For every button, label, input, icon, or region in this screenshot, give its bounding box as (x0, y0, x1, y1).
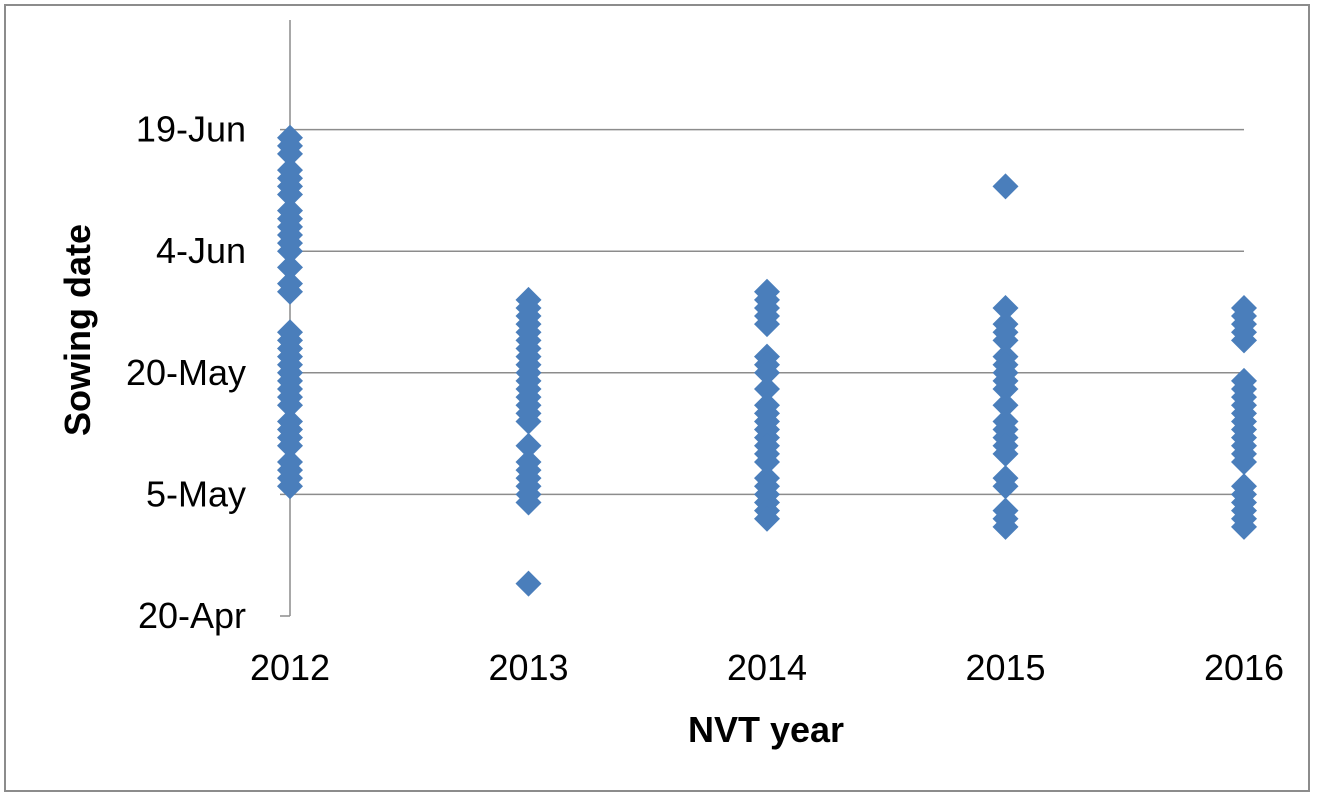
data-point (754, 359, 780, 386)
data-point (515, 570, 542, 597)
y-tick-label: 19-Jun (136, 109, 246, 150)
data-point (277, 278, 303, 305)
data-point (992, 392, 1019, 419)
data-point (992, 327, 1019, 354)
x-tick-label: 2012 (250, 647, 330, 688)
data-point (754, 448, 780, 475)
y-tick-label: 5-May (146, 473, 246, 514)
y-tick-label: 4-Jun (156, 230, 246, 271)
data-point (992, 173, 1019, 200)
data-point (1231, 513, 1257, 540)
x-tick-label: 2013 (488, 647, 568, 688)
data-point (277, 392, 303, 419)
y-axis-title: Sowing date (57, 224, 98, 436)
data-point (277, 254, 303, 281)
x-axis-title: NVT year (688, 709, 844, 750)
data-point (515, 489, 542, 516)
y-tick-label: 20-Apr (138, 595, 246, 636)
data-point (515, 408, 542, 435)
x-tick-label: 2015 (965, 647, 1045, 688)
x-tick-label: 2014 (727, 647, 807, 688)
chart-frame (4, 4, 1310, 792)
data-point (754, 505, 780, 532)
data-point (515, 432, 542, 459)
data-point (277, 181, 303, 208)
data-points (277, 124, 1257, 597)
data-point (992, 294, 1019, 321)
data-point (1231, 327, 1257, 354)
data-point (277, 473, 303, 500)
data-point (992, 473, 1019, 500)
data-point (992, 376, 1019, 403)
data-point (1231, 448, 1257, 475)
data-point (754, 376, 780, 403)
data-point (277, 140, 303, 167)
x-tick-label: 2016 (1204, 647, 1284, 688)
data-point (277, 432, 303, 459)
y-tick-label: 20-May (126, 352, 246, 393)
data-point (992, 513, 1019, 540)
data-point (277, 238, 303, 265)
y-axis-ticks: 20-Apr 5-May 20-May 4-Jun 19-Jun (126, 109, 290, 636)
x-axis-ticks: 2012 2013 2014 2015 2016 (250, 647, 1284, 688)
data-point (992, 440, 1019, 467)
data-point (754, 311, 780, 338)
